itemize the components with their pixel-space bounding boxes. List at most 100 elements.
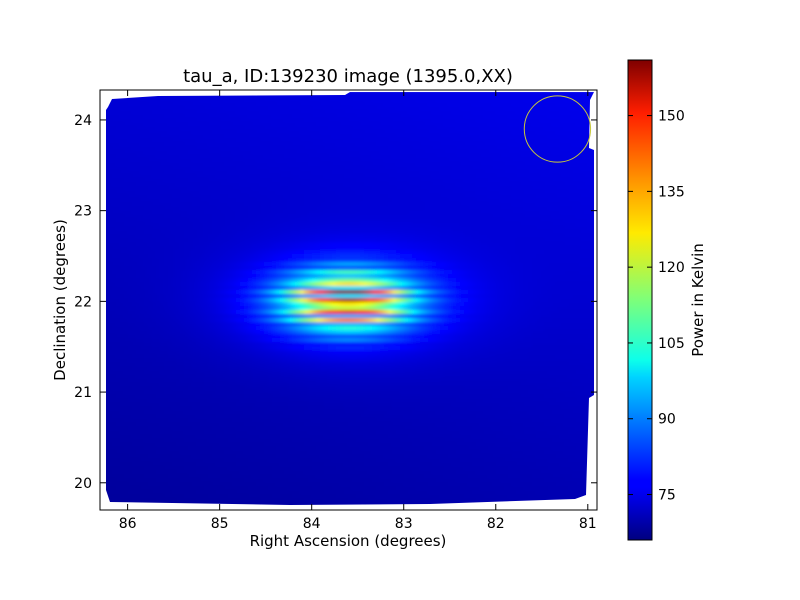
heatmap-cell: [240, 218, 245, 223]
heatmap-cell: [300, 218, 305, 223]
heatmap-cell: [204, 190, 209, 195]
heatmap-cell: [420, 162, 425, 167]
heatmap-cell: [296, 242, 301, 247]
heatmap-cell: [232, 92, 237, 95]
heatmap-cell: [106, 206, 109, 211]
heatmap-cell: [512, 194, 517, 199]
heatmap-cell: [288, 222, 293, 227]
heatmap-cell: [320, 190, 325, 195]
heatmap-cell: [152, 182, 157, 187]
heatmap-cell: [400, 206, 405, 211]
heatmap-cell: [504, 142, 509, 147]
heatmap-cell: [172, 194, 177, 199]
heatmap-cell: [180, 166, 185, 171]
heatmap-cell: [356, 150, 361, 155]
heatmap-cell: [106, 170, 109, 175]
heatmap-cell: [284, 142, 289, 147]
heatmap-cell: [488, 210, 493, 215]
heatmap-cell: [496, 134, 501, 139]
heatmap-cell: [176, 154, 181, 159]
heatmap-cell: [432, 146, 437, 151]
heatmap-cell: [568, 166, 573, 171]
heatmap-cell: [216, 170, 221, 175]
heatmap-cell: [424, 178, 429, 183]
heatmap-cell: [168, 170, 173, 175]
heatmap-cell: [216, 202, 221, 207]
heatmap-cell: [532, 130, 537, 135]
heatmap-cell: [420, 134, 425, 139]
heatmap-cell: [520, 182, 525, 187]
heatmap-cell: [108, 182, 113, 187]
heatmap-cell: [156, 202, 161, 207]
heatmap-cell: [396, 146, 401, 151]
heatmap-cell: [276, 94, 281, 99]
heatmap-cell: [460, 106, 465, 111]
heatmap-cell: [380, 150, 385, 155]
heatmap-cell: [224, 178, 229, 183]
heatmap-cell: [188, 142, 193, 147]
heatmap-cell: [260, 242, 265, 247]
heatmap-cell: [320, 174, 325, 179]
heatmap-cell: [164, 238, 169, 243]
heatmap-cell: [164, 170, 169, 175]
heatmap-cell: [480, 130, 485, 135]
heatmap-cell: [412, 134, 417, 139]
heatmap-cell: [196, 118, 201, 123]
heatmap-cell: [232, 154, 237, 159]
heatmap-cell: [472, 166, 477, 171]
heatmap-cell: [384, 92, 389, 95]
heatmap-cell: [272, 158, 277, 163]
heatmap-cell: [576, 226, 581, 231]
heatmap-cell: [392, 118, 397, 123]
heatmap-cell: [216, 178, 221, 183]
heatmap-cell: [580, 134, 585, 139]
heatmap-cell: [372, 230, 377, 235]
heatmap-cell: [168, 92, 173, 95]
heatmap-cell: [496, 178, 501, 183]
heatmap-cell: [300, 206, 305, 211]
heatmap-cell: [140, 150, 145, 155]
heatmap-cell: [432, 246, 437, 251]
heatmap-cell: [360, 234, 365, 239]
heatmap-cell: [228, 246, 233, 251]
heatmap-cell: [184, 118, 189, 123]
heatmap-cell: [272, 210, 277, 215]
heatmap-cell: [240, 210, 245, 215]
heatmap-cell: [396, 150, 401, 155]
heatmap-cell: [468, 102, 473, 107]
heatmap-cell: [196, 186, 201, 191]
heatmap-cell: [284, 202, 289, 207]
heatmap-cell: [280, 110, 285, 115]
heatmap-cell: [424, 246, 429, 251]
heatmap-cell: [236, 146, 241, 151]
heatmap-cell: [220, 186, 225, 191]
heatmap-cell: [448, 170, 453, 175]
heatmap-cell: [260, 162, 265, 167]
heatmap-cell: [136, 102, 141, 107]
heatmap-cell: [276, 92, 281, 95]
heatmap-cell: [112, 98, 117, 103]
heatmap-cell: [228, 214, 233, 219]
heatmap-cell: [540, 118, 545, 123]
heatmap-cell: [308, 118, 313, 123]
heatmap-cell: [392, 162, 397, 167]
heatmap-cell: [204, 214, 209, 219]
heatmap-cell: [264, 198, 269, 203]
heatmap-cell: [544, 118, 549, 123]
heatmap-cell: [440, 130, 445, 135]
heatmap-cell: [368, 134, 373, 139]
heatmap-cell: [412, 174, 417, 179]
heatmap-cell: [416, 246, 421, 251]
heatmap-cell: [428, 102, 433, 107]
heatmap-cell: [512, 162, 517, 167]
heatmap-cell: [256, 154, 261, 159]
heatmap-cell: [544, 130, 549, 135]
heatmap-cell: [540, 110, 545, 115]
heatmap-cell: [280, 198, 285, 203]
heatmap-cell: [124, 126, 129, 131]
heatmap-cell: [540, 194, 545, 199]
heatmap-cell: [424, 94, 429, 99]
heatmap-cell: [224, 210, 229, 215]
heatmap-cell: [524, 210, 529, 215]
heatmap-cell: [376, 234, 381, 239]
